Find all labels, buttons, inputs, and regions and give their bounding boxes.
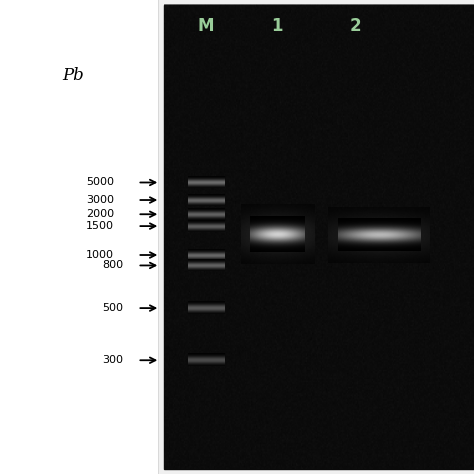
Text: 1: 1 bbox=[272, 17, 283, 35]
Text: 2000: 2000 bbox=[86, 209, 114, 219]
Text: 3000: 3000 bbox=[86, 195, 114, 205]
Text: 500: 500 bbox=[102, 303, 123, 313]
Text: 300: 300 bbox=[102, 355, 123, 365]
Text: 1000: 1000 bbox=[86, 250, 114, 260]
Text: 1500: 1500 bbox=[86, 221, 114, 231]
Text: 2: 2 bbox=[350, 17, 361, 35]
Text: Pb: Pb bbox=[63, 67, 84, 84]
Bar bbox=[158, 0, 474, 474]
Text: 800: 800 bbox=[102, 260, 123, 271]
Text: 5000: 5000 bbox=[86, 177, 114, 188]
Text: M: M bbox=[198, 17, 214, 35]
Bar bbox=[164, 5, 474, 469]
